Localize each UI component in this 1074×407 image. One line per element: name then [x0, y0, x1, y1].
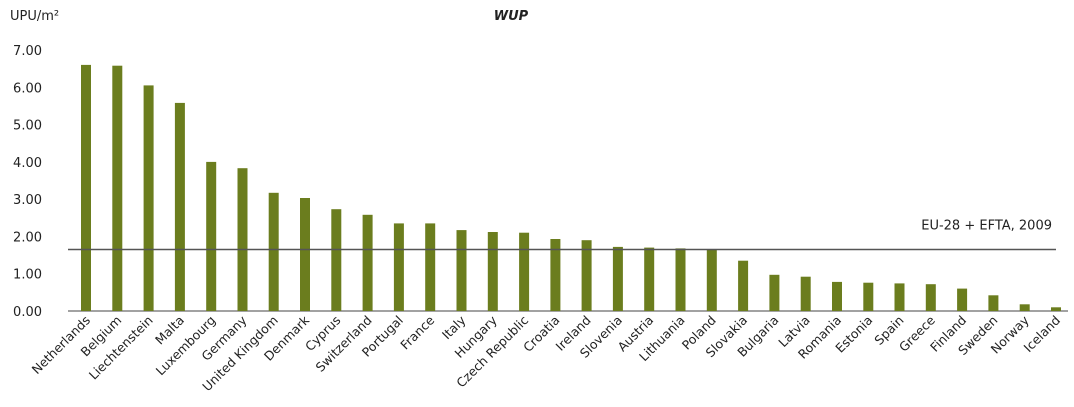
chart-title: WUP [494, 9, 529, 24]
bar-czech-republic [519, 232, 530, 311]
bar-netherlands [81, 64, 91, 312]
bar-belgium [112, 65, 123, 311]
bar-malta [174, 102, 185, 312]
bars-group [81, 64, 1061, 312]
bar-romania [832, 281, 842, 311]
bar-united-kingdom [268, 192, 279, 311]
bar-greece [925, 284, 936, 311]
bar-luxembourg [206, 161, 217, 311]
bar-croatia [550, 239, 561, 311]
bar-germany [237, 168, 248, 311]
y-tick-label: 1.00 [13, 268, 42, 283]
reference-line-label: EU-28 + EFTA, 2009 [921, 219, 1052, 234]
bar-iceland [1051, 307, 1061, 311]
y-tick-label: 3.00 [13, 193, 42, 208]
y-tick-label: 4.00 [13, 156, 42, 171]
bar-portugal [393, 223, 404, 311]
bar-hungary [487, 232, 498, 311]
bar-cyprus [331, 209, 342, 311]
y-tick-label: 6.00 [13, 81, 42, 96]
bar-sweden [988, 295, 999, 311]
y-tick-label: 2.00 [13, 230, 42, 245]
bar-norway [1019, 304, 1030, 311]
bar-austria [644, 247, 655, 311]
bar-bulgaria [769, 274, 780, 311]
bar-france [425, 223, 436, 311]
x-labels-group: NetherlandsBelgiumLiechtensteinMaltaLuxe… [29, 312, 1063, 394]
bar-poland [706, 249, 717, 311]
y-axis-unit-label: UPU/m² [10, 9, 59, 24]
bar-latvia [800, 276, 811, 311]
y-tick-label: 7.00 [13, 44, 42, 59]
bar-switzerland [362, 214, 373, 311]
y-tick-label: 0.00 [13, 305, 42, 320]
bar-italy [456, 230, 467, 311]
bar-liechtenstein [143, 85, 154, 312]
bar-estonia [863, 282, 874, 311]
bar-finland [957, 288, 968, 311]
y-tick-label: 5.00 [13, 119, 42, 134]
bar-slovenia [612, 246, 623, 311]
bar-spain [894, 283, 905, 311]
bar-denmark [300, 198, 310, 311]
y-ticks-group: 0.00 1.00 2.00 3.00 4.00 5.00 6.00 7.00 [13, 44, 42, 320]
x-tick-label: France [397, 312, 437, 352]
bar-ireland [581, 240, 592, 311]
bar-slovakia [738, 260, 749, 311]
bar-lithuania [675, 248, 686, 311]
